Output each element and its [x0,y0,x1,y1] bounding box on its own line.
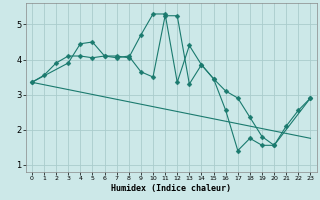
X-axis label: Humidex (Indice chaleur): Humidex (Indice chaleur) [111,184,231,193]
